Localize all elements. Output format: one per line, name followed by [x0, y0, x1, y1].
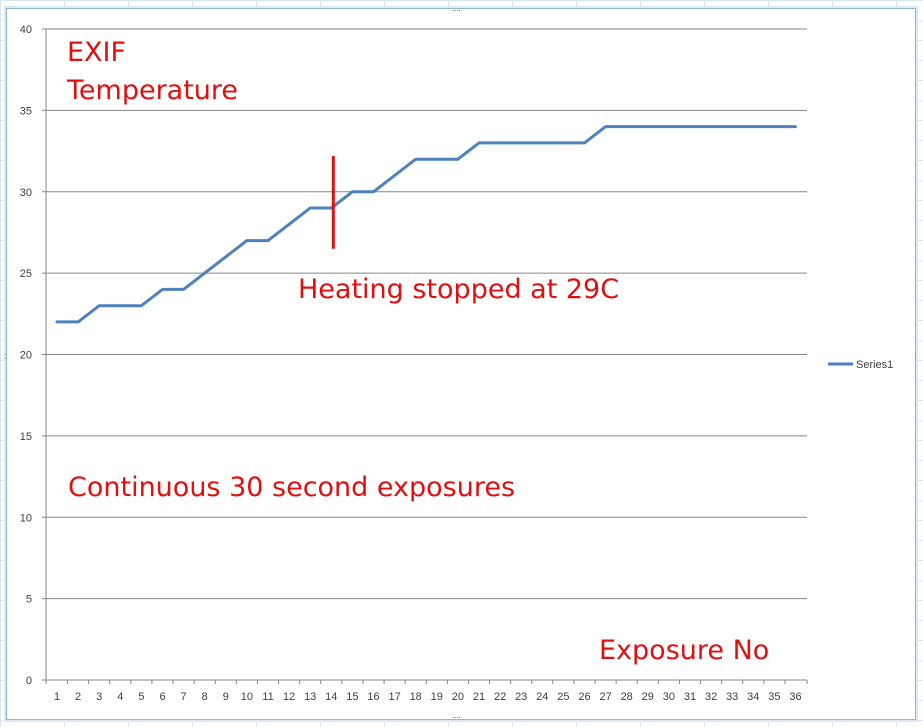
x-tick-label-20: 20	[452, 691, 464, 703]
x-tick-label-15: 15	[346, 691, 358, 703]
right-resize-handle[interactable]: :	[914, 351, 917, 361]
y-tick-label-40: 40	[20, 24, 32, 36]
x-tick-label-25: 25	[557, 691, 569, 703]
x-tick-label-30: 30	[663, 691, 675, 703]
x-tick-label-29: 29	[642, 691, 654, 703]
x-tick-label-33: 33	[726, 691, 738, 703]
x-tick-label-35: 35	[768, 691, 780, 703]
heating-stopped-annotation: Heating stopped at 29C	[298, 274, 619, 305]
x-tick-label-17: 17	[388, 691, 400, 703]
x-tick-label-9: 9	[223, 691, 229, 703]
x-tick-label-6: 6	[159, 691, 165, 703]
x-tick-label-4: 4	[117, 691, 123, 703]
x-tick-label-5: 5	[138, 691, 144, 703]
x-tick-label-2: 2	[75, 691, 81, 703]
x-tick-label-32: 32	[705, 691, 717, 703]
x-tick-label-14: 14	[325, 691, 337, 703]
y-tick-label-15: 15	[20, 431, 32, 443]
x-tick-label-28: 28	[621, 691, 633, 703]
x-tick-label-34: 34	[747, 691, 759, 703]
y-axis-tick-labels: 0 5 10 15 20 25 30 35 40	[20, 24, 32, 687]
y-tick-label-10: 10	[20, 512, 32, 524]
x-tick-label-11: 11	[262, 691, 273, 703]
x-tick-label-26: 26	[578, 691, 590, 703]
chart-title-line-1: EXIF	[67, 37, 126, 68]
x-tick-label-12: 12	[283, 691, 295, 703]
x-tick-label-1: 1	[54, 691, 60, 703]
x-axis-annotation: Exposure No	[599, 635, 769, 666]
x-tick-label-8: 8	[202, 691, 208, 703]
bottom-resize-handle[interactable]: ····	[452, 712, 461, 722]
x-tick-label-31: 31	[684, 691, 696, 703]
top-resize-handle[interactable]: ····	[452, 5, 461, 15]
x-tick-label-3: 3	[96, 691, 102, 703]
x-axis-tick-labels: 1 2 3 4 5 6 7 8 9 10 11 12 13 14 15 16 17 18 19 20 21 22 23 24 2…	[54, 691, 802, 703]
axes	[42, 28, 808, 684]
x-tick-label-13: 13	[304, 691, 316, 703]
y-tick-label-25: 25	[20, 268, 32, 280]
y-tick-label-5: 5	[26, 594, 32, 606]
x-tick-label-27: 27	[599, 691, 611, 703]
legend[interactable]: Series1	[828, 359, 893, 371]
x-tick-label-23: 23	[515, 691, 527, 703]
x-tick-label-18: 18	[410, 691, 422, 703]
left-resize-handle[interactable]: :	[4, 351, 7, 361]
x-tick-label-16: 16	[367, 691, 379, 703]
x-tick-label-7: 7	[181, 691, 187, 703]
chart-title-line-2: Temperature	[66, 75, 238, 106]
x-tick-label-36: 36	[789, 691, 801, 703]
series-layer	[55, 125, 797, 324]
x-tick-label-22: 22	[494, 691, 506, 703]
x-tick-label-19: 19	[431, 691, 443, 703]
legend-label-series1: Series1	[856, 359, 893, 371]
gridlines	[46, 28, 807, 600]
x-tick-label-10: 10	[241, 691, 253, 703]
x-tick-label-24: 24	[536, 691, 548, 703]
y-tick-label-20: 20	[20, 350, 32, 362]
y-tick-label-30: 30	[20, 187, 32, 199]
x-tick-label-21: 21	[473, 691, 485, 703]
series-line-series1	[55, 125, 797, 324]
exposure-description-annotation: Continuous 30 second exposures	[68, 472, 515, 503]
y-tick-label-35: 35	[20, 105, 32, 117]
y-tick-label-0: 0	[26, 675, 32, 687]
